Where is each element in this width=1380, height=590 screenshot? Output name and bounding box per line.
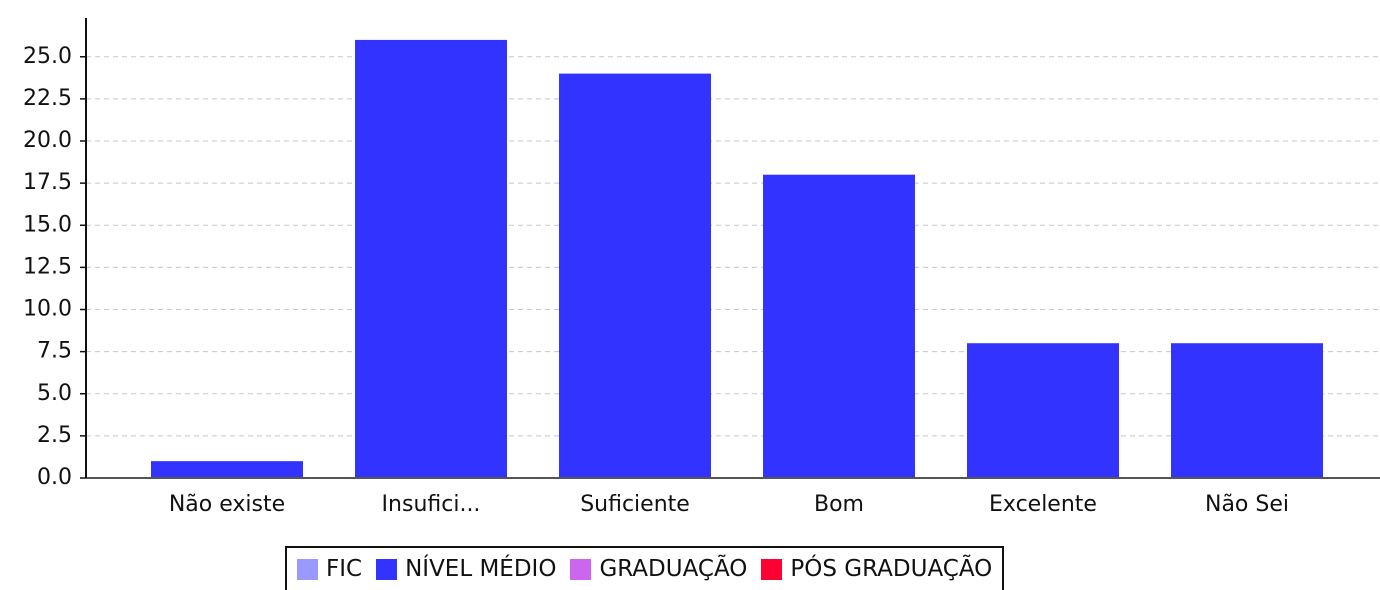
legend-swatch [297,558,318,580]
legend-label: NÍVEL MÉDIO [405,556,557,582]
y-tick-label: 15.0 [23,212,72,237]
y-tick-label: 5.0 [37,381,72,406]
legend-swatch [761,558,783,580]
legend-label: PÓS GRADUAÇÃO [790,556,993,582]
y-tick-label: 12.5 [23,254,72,279]
legend-item: PÓS GRADUAÇÃO [761,556,992,582]
bar [355,39,507,479]
y-tick-label: 20.0 [23,128,72,153]
x-tick-label: Suficiente [580,492,690,517]
bar [1171,343,1323,478]
y-tick-label: 7.5 [37,339,72,364]
x-tick-label: Não existe [169,492,285,517]
bar [763,174,915,478]
x-tick-label: Não Sei [1205,492,1289,517]
legend-swatch [376,558,398,580]
y-tick-label: 17.5 [23,170,72,195]
legend-label: FIC [326,556,363,582]
legend-item: GRADUAÇÃO [570,556,747,582]
legend-swatch [570,558,592,580]
bar [151,461,303,478]
legend-label: GRADUAÇÃO [599,556,748,582]
legend-item: NÍVEL MÉDIO [376,556,556,582]
bar [559,73,711,478]
legend-item: FIC [297,556,362,582]
x-tick-label: Insufici... [382,492,481,517]
y-tick-label: 22.5 [23,86,72,111]
y-tick-label: 0.0 [37,465,72,490]
x-tick-label: Excelente [989,492,1097,517]
bar [967,343,1119,478]
legend: FIC NÍVEL MÉDIO GRADUAÇÃO PÓS GRADUAÇÃO [285,546,1005,590]
y-tick-label: 25.0 [23,44,72,69]
x-tick-label: Bom [814,492,864,517]
y-tick-label: 2.5 [37,423,72,448]
y-tick-label: 10.0 [23,297,72,322]
chart: 0.0 2.5 5.0 7.5 10.0 12.5 15.0 17.5 20.0 22.5 25.0… [23,18,1380,517]
